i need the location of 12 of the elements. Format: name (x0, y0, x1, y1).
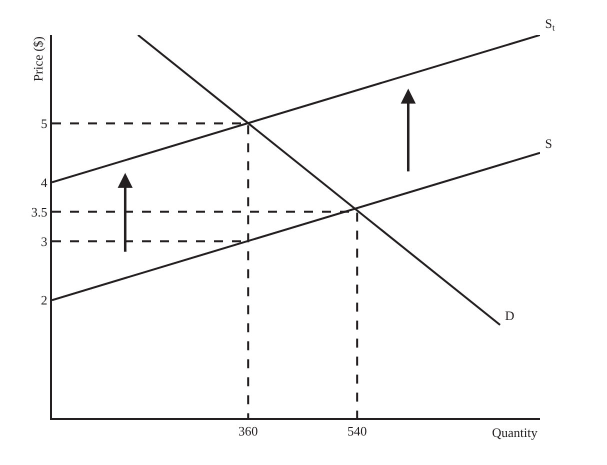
y-axis-title: Price ($) (30, 36, 46, 82)
series-label: S (545, 136, 552, 151)
y-tick-label: 4 (40, 174, 48, 190)
x-axis-title: Quantity (492, 425, 538, 440)
y-tick-label: 2 (40, 292, 48, 308)
x-tick-label: 540 (347, 424, 367, 439)
y-tick-label: 3 (40, 234, 48, 249)
y-tick-label: 5 (40, 116, 48, 131)
series-label: S$_{t}$ (545, 16, 556, 33)
x-tick-label: 360 (238, 424, 258, 439)
y-tick-label: 3.5 (31, 204, 48, 220)
series-label: D (505, 308, 514, 323)
